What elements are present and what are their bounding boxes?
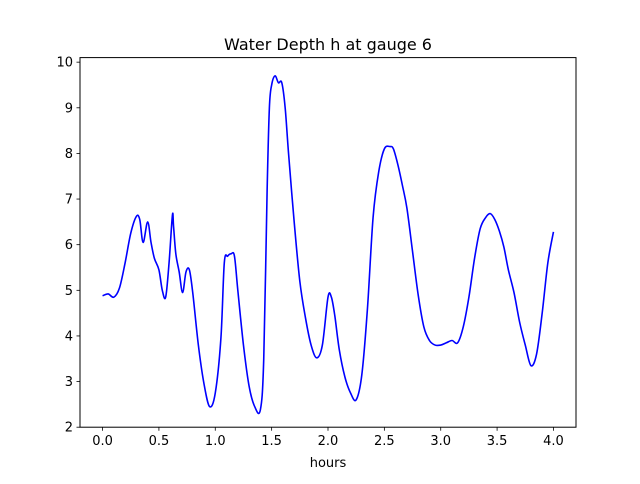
x-tick-label: 1.0 (205, 434, 226, 449)
x-tick-label: 2.0 (318, 434, 339, 449)
x-tick-label: 3.5 (487, 434, 508, 449)
y-tick-label: 7 (65, 193, 73, 208)
y-tick-label: 2 (65, 421, 73, 436)
y-tick-label: 5 (65, 284, 73, 299)
x-tick-label: 2.5 (374, 434, 395, 449)
y-tick-label: 3 (65, 375, 73, 390)
x-tick-label: 0.5 (149, 434, 170, 449)
y-tick-label: 4 (65, 329, 73, 344)
x-tick-label: 0.0 (92, 434, 113, 449)
y-axis: 2 3 4 5 6 7 8 9 10 (56, 56, 80, 436)
y-tick-label: 6 (65, 238, 73, 253)
y-tick-label: 8 (65, 147, 73, 162)
y-tick-label: 9 (65, 101, 73, 116)
x-tick-label: 1.5 (261, 434, 282, 449)
plot-frame (79, 57, 577, 428)
y-tick-label: 10 (56, 56, 73, 71)
x-axis: 0.0 0.5 1.0 1.5 2.0 2.5 3.0 3.5 4.0 (92, 427, 564, 449)
x-tick-label: 4.0 (543, 434, 564, 449)
x-tick-label: 3.0 (430, 434, 451, 449)
x-axis-label: hours (310, 456, 347, 471)
series-line (102, 75, 555, 415)
chart-title: Water Depth h at gauge 6 (224, 35, 432, 54)
